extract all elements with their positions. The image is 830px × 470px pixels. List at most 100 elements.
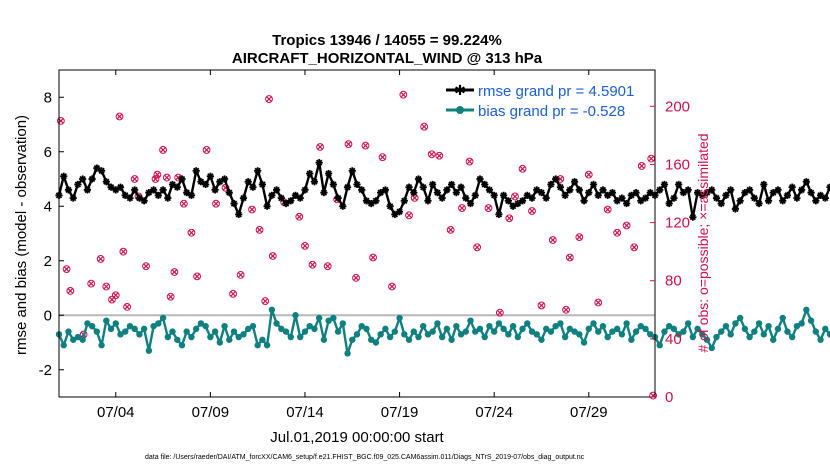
obs-assimilated-point (309, 262, 316, 268)
rmse-marker-stroke (647, 189, 654, 196)
rmse-point (826, 183, 830, 191)
rmse-marker-stroke (566, 186, 574, 194)
obs-assimilated-stroke (586, 171, 592, 178)
rmse-marker-stroke (519, 197, 526, 204)
obs-assimilated-stroke (324, 263, 331, 269)
bias-point (103, 317, 110, 324)
rmse-point (79, 175, 87, 183)
bias-point (585, 325, 592, 333)
obs-assimilated-point (188, 230, 195, 236)
rmse-marker-stroke (429, 181, 436, 188)
rmse-marker-stroke (292, 192, 299, 199)
y-tick-label: 0 (44, 307, 52, 324)
obs-possible-point (179, 199, 188, 208)
obs-possible-point (66, 287, 75, 295)
rmse-marker-stroke (580, 197, 588, 204)
rmse-marker-stroke (287, 197, 294, 204)
rmse-point (235, 210, 243, 219)
rmse-point (589, 180, 598, 189)
bias-point (538, 336, 545, 343)
obs-assimilated-stroke (400, 91, 407, 98)
rmse-point (102, 178, 110, 186)
obs-possible-point (96, 255, 105, 263)
bias-point (528, 328, 536, 335)
rmse-marker-stroke (263, 203, 271, 210)
rmse-point (419, 183, 427, 191)
rmse-marker-stroke (590, 181, 597, 188)
y-tick-label: -2 (39, 362, 52, 379)
rmse-marker-stroke (117, 183, 124, 191)
rmse-point (623, 199, 631, 208)
obs-possible-point (301, 241, 309, 250)
rmse-marker-stroke (306, 170, 313, 177)
rmse-point (112, 186, 120, 194)
bias-point (88, 322, 96, 330)
obs-assimilated-point (466, 158, 473, 165)
rmse-marker-stroke (528, 194, 536, 202)
rmse-point (74, 180, 82, 189)
rmse-point (500, 191, 508, 199)
bias-point (112, 320, 119, 327)
bias-point (315, 314, 323, 322)
rmse-marker-stroke (391, 211, 399, 218)
bias-point (760, 331, 767, 338)
chart-title: Tropics 13946 / 14055 = 99.224% (272, 32, 502, 49)
rmse-marker-stroke (822, 194, 829, 202)
y-right-tick-label: 160 (665, 156, 690, 173)
obs-assimilated-stroke (120, 248, 127, 255)
rmse-point (88, 175, 96, 183)
rmse-point (750, 194, 758, 202)
rmse-point (145, 189, 153, 197)
rmse-point (239, 194, 248, 202)
rmse-marker-stroke (301, 186, 309, 194)
obs-possible-point (119, 247, 128, 256)
rmse-marker-stroke (259, 181, 266, 188)
rmse-marker-stroke (126, 194, 134, 202)
obs-assimilated-stroke (116, 113, 123, 120)
rmse-marker-stroke (320, 189, 328, 196)
rmse-point (547, 180, 555, 189)
bias-point (268, 306, 276, 313)
obs-possible-point (56, 116, 65, 125)
rmse-marker-stroke (420, 183, 427, 191)
rmse-marker-stroke (98, 167, 105, 175)
bias-point (107, 325, 115, 333)
obs-possible-point (420, 122, 429, 131)
rmse-point (783, 191, 792, 199)
obs-possible-point (248, 205, 256, 214)
bias-point (628, 336, 635, 343)
bias-point (448, 336, 455, 343)
bias-point (675, 331, 682, 338)
y-right-tick-label: 200 (665, 98, 690, 115)
rmse-point (97, 167, 106, 175)
rmse-marker-stroke (632, 189, 640, 196)
rmse-point (339, 202, 347, 210)
bias-point (79, 336, 86, 343)
rmse-marker-stroke (495, 211, 503, 218)
data-file-footer: data file: /Users/raeder/DAI/ATM_forcXX/… (145, 454, 585, 461)
obs-assimilated-stroke (550, 237, 556, 243)
rmse-point (168, 180, 177, 189)
rmse-marker-stroke (803, 178, 810, 185)
rmse-marker-stroke (571, 178, 578, 185)
bias-point (467, 317, 474, 324)
rmse-marker-stroke (353, 181, 361, 188)
obs-assimilated-point (160, 147, 166, 153)
obs-possible-point (170, 268, 179, 276)
rmse-point (438, 194, 446, 202)
obs-assimilated-stroke (631, 244, 637, 251)
bias-point (694, 325, 701, 333)
rmse-marker-stroke (543, 194, 550, 202)
obs-possible-point (594, 298, 603, 307)
obs-assimilated-stroke (309, 262, 316, 268)
axis-ticks: 07/04 07/09 07/14 07/19 07/24 07/29-202468040… (39, 70, 690, 421)
rmse-marker-stroke (585, 189, 592, 196)
rmse-marker-stroke (770, 189, 777, 196)
rmse-point (377, 189, 385, 197)
rmse-point (230, 199, 238, 208)
obs-assimilated-stroke (237, 272, 244, 278)
obs-possible-point (495, 308, 504, 317)
obs-possible-point (316, 143, 325, 151)
obs-assimilated-point (262, 298, 268, 304)
obs-possible-point (446, 225, 455, 234)
